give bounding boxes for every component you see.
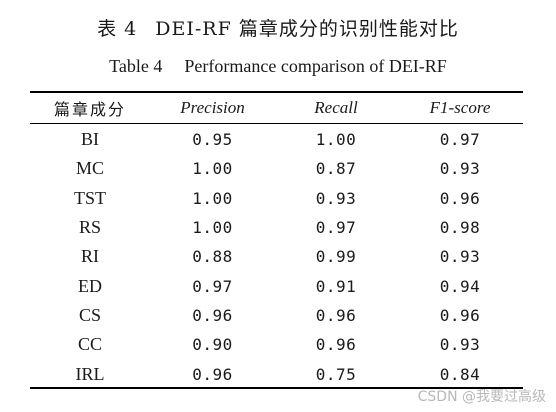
cell-component: MC	[75, 158, 104, 179]
cell-precision: 0.90	[192, 335, 233, 355]
cell-f1: 0.93	[439, 159, 481, 179]
table-row: TST 1.00 0.93 0.96	[30, 184, 523, 213]
cell-f1: 0.93	[439, 247, 481, 267]
caption-en-number: Table 4	[109, 56, 163, 76]
cell-recall: 0.87	[315, 159, 357, 179]
caption-cn-number: 表 4	[97, 18, 138, 40]
cell-component: IRL	[75, 363, 105, 384]
cell-recall: 0.96	[315, 305, 357, 325]
table-header-rule	[30, 123, 523, 124]
cell-f1: 0.84	[439, 364, 481, 384]
cell-component: TST	[73, 187, 106, 208]
cell-precision: 0.96	[192, 305, 233, 325]
cell-f1: 0.94	[439, 276, 481, 296]
table-header-row: 篇章成分 Precision Recall F1-score	[30, 93, 523, 123]
caption-english: Table 4 Performance comparison of DEI-RF	[0, 56, 556, 77]
cell-f1: 0.97	[439, 130, 481, 150]
cell-f1: 0.98	[439, 218, 481, 238]
cell-precision: 1.00	[192, 188, 233, 208]
table-row: CS 0.96 0.96 0.96	[30, 301, 523, 330]
cell-recall: 0.96	[315, 335, 357, 355]
cell-component: RI	[81, 246, 99, 267]
cell-precision: 0.96	[192, 364, 233, 384]
cell-recall: 0.97	[315, 218, 357, 238]
cell-recall: 0.99	[315, 247, 357, 267]
watermark: CSDN @我要过高级	[417, 389, 546, 405]
cell-component: ED	[78, 275, 102, 296]
cell-component: RS	[78, 217, 102, 238]
cell-f1: 0.93	[439, 335, 481, 355]
table-row: ED 0.97 0.91 0.94	[30, 271, 523, 300]
table-row: BI 0.95 1.00 0.97	[30, 123, 523, 154]
table-row: RS 1.00 0.97 0.98	[30, 213, 523, 242]
cell-recall: 0.93	[315, 188, 357, 208]
cell-f1: 0.96	[439, 188, 481, 208]
table-bottom-rule	[30, 387, 523, 389]
table-row: IRL 0.96 0.75 0.84	[30, 359, 523, 388]
cell-component: CC	[77, 334, 102, 355]
header-component: 篇章成分	[53, 100, 126, 119]
cell-f1: 0.96	[439, 305, 481, 325]
cell-precision: 1.00	[192, 159, 233, 179]
header-f1-score: F1-score	[429, 98, 491, 117]
table-row: RI 0.88 0.99 0.93	[30, 242, 523, 271]
performance-table: 篇章成分 Precision Recall F1-score BI 0.95 1…	[30, 93, 523, 389]
cell-precision: 0.95	[192, 130, 233, 150]
cell-precision: 0.97	[192, 276, 233, 296]
header-precision: Precision	[180, 98, 245, 117]
cell-recall: 0.75	[315, 364, 357, 384]
header-recall: Recall	[314, 98, 358, 117]
caption-chinese: 表 4 DEI-RF 篇章成分的识别性能对比	[0, 14, 556, 41]
table-row: CC 0.90 0.96 0.93	[30, 330, 523, 359]
cell-precision: 0.88	[192, 247, 233, 267]
cell-precision: 1.00	[192, 218, 233, 238]
table-row: MC 1.00 0.87 0.93	[30, 154, 523, 183]
table-top-rule	[30, 91, 523, 93]
cell-recall: 1.00	[315, 130, 357, 150]
cell-component: BI	[81, 129, 99, 150]
cell-component: CS	[78, 304, 102, 325]
cell-recall: 0.91	[315, 276, 357, 296]
caption-cn-title: DEI-RF 篇章成分的识别性能对比	[155, 18, 459, 40]
caption-en-title: Performance comparison of DEI-RF	[184, 56, 447, 76]
